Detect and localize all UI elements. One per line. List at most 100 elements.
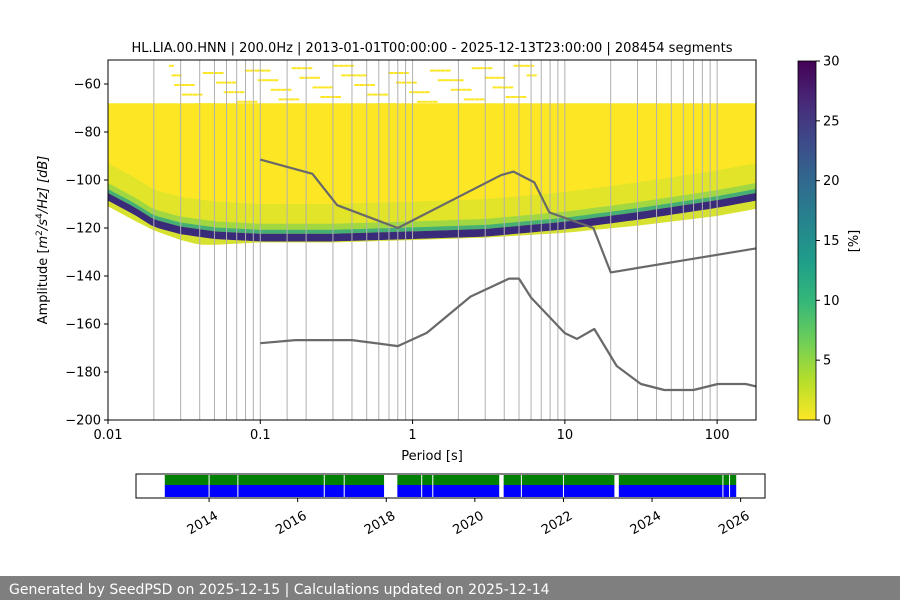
density-sparse-cell xyxy=(260,69,266,72)
availability-bar xyxy=(618,475,737,485)
density-sparse-cell xyxy=(356,74,362,77)
density-sparse-cell xyxy=(385,103,391,106)
density-sparse-cell xyxy=(411,81,417,84)
density-sparse-cell xyxy=(262,79,268,82)
density-sparse-cell xyxy=(268,79,274,82)
density-sparse-cell xyxy=(503,86,509,89)
density-sparse-cell xyxy=(249,69,255,72)
y-tick-label: −200 xyxy=(65,414,101,429)
density-sparse-cell xyxy=(307,67,313,70)
density-sparse-cell xyxy=(335,96,341,98)
density-sparse-cell xyxy=(215,81,221,84)
x-tick-label: 1 xyxy=(408,428,416,443)
density-sparse-cell xyxy=(320,96,326,98)
used-bar xyxy=(503,485,615,497)
density-sparse-cell xyxy=(440,69,446,72)
density-sparse-cell xyxy=(312,86,318,89)
density-sparse-cell xyxy=(341,74,347,77)
density-sparse-cell xyxy=(273,79,279,82)
density-sparse-cell xyxy=(226,81,232,84)
timeline-tick-label: 2024 xyxy=(628,509,664,539)
density-sparse-cell xyxy=(474,98,480,101)
density-sparse-cell xyxy=(414,91,420,94)
density-sparse-cell xyxy=(521,96,527,98)
density-sparse-cell xyxy=(239,91,245,94)
y-tick-label: −120 xyxy=(65,222,101,237)
density-sparse-cell xyxy=(242,100,248,103)
x-axis-label: Period [s] xyxy=(401,449,463,464)
density-sparse-cell xyxy=(432,100,438,103)
density-sparse-cell xyxy=(218,72,224,74)
chart-title: HL.LIA.00.HNN | 200.0Hz | 2013-01-01T00:… xyxy=(132,41,733,56)
y-tick-label: −180 xyxy=(65,366,101,381)
density-sparse-cell xyxy=(419,91,425,94)
density-sparse-cell xyxy=(518,64,524,67)
density-sparse-cell xyxy=(278,98,284,101)
density-sparse-cell xyxy=(296,67,302,70)
density-sparse-cell xyxy=(367,93,373,96)
y-axis-label: Amplitude [m2/s4/Hz] [dB] xyxy=(35,156,51,325)
density-sparse-cell xyxy=(208,72,214,74)
timeline-tick-label: 2022 xyxy=(539,509,575,539)
colorbar-tick-label: 15 xyxy=(823,234,840,249)
density-sparse-cell xyxy=(484,76,490,79)
density-sparse-cell xyxy=(231,81,237,84)
density-sparse-cell xyxy=(487,67,493,70)
y-axis-ticks: −60 −80 −100 −120 −140 −160 −180 −200 xyxy=(65,78,108,429)
y-tick-label: −80 xyxy=(74,126,101,141)
density-sparse-cell xyxy=(435,69,441,72)
density-sparse-cell xyxy=(275,88,281,91)
density-sparse-cell xyxy=(317,86,323,89)
density-sparse-cell xyxy=(406,81,412,84)
density-sparse-cell xyxy=(255,69,261,72)
timeline-tick-label: 2016 xyxy=(273,509,309,539)
density-gradient-high xyxy=(108,188,756,234)
density-sparse-cell xyxy=(427,100,433,103)
density-sparse-cell xyxy=(463,98,469,101)
density-sparse-cell xyxy=(302,67,308,70)
density-sparse-cell xyxy=(424,91,430,94)
density-sparse-cell xyxy=(202,72,208,74)
availability-bar xyxy=(397,475,500,485)
density-sparse-cell xyxy=(228,91,234,94)
density-sparse-cell xyxy=(448,79,454,82)
y-tick-label: −100 xyxy=(65,174,101,189)
timeline-tick-label: 2026 xyxy=(716,509,752,539)
density-sparse-cell xyxy=(409,91,415,94)
used-bar xyxy=(618,485,737,497)
x-tick-label: 0.1 xyxy=(250,428,271,443)
density-sparse-cell xyxy=(437,79,443,82)
density-sparse-cell xyxy=(205,103,211,106)
used-bar xyxy=(164,485,385,497)
density-sparse-cell xyxy=(469,98,475,101)
density-sparse-cell xyxy=(416,100,422,103)
density-sparse-cell xyxy=(281,88,287,91)
colorbar-tick-label: 20 xyxy=(823,174,840,189)
density-sparse-cell xyxy=(388,72,394,74)
density-sparse-cell xyxy=(380,103,386,106)
y-tick-label: −160 xyxy=(65,318,101,333)
density-sparse-cell xyxy=(505,96,511,98)
density-sparse-cell xyxy=(171,74,177,77)
density-sparse-cell xyxy=(181,93,187,96)
density-sparse-cell xyxy=(291,67,297,70)
density-sparse-cell xyxy=(362,74,368,77)
density-sparse-cell xyxy=(270,88,276,91)
density-sparse-cell xyxy=(236,100,242,103)
timeline-tick-label: 2020 xyxy=(451,509,487,539)
density-sparse-cell xyxy=(523,64,529,67)
density-sparse-cell xyxy=(174,84,180,86)
density-sparse-cell xyxy=(247,100,253,103)
density-sparse-cell xyxy=(492,86,498,89)
colorbar-ticks: 0 5 10 15 20 25 30 xyxy=(816,55,840,429)
density-sparse-cell xyxy=(529,64,535,67)
density-sparse-cell xyxy=(450,88,456,91)
density-sparse-cell xyxy=(315,76,321,79)
plot-area-frame xyxy=(107,59,757,421)
noise-model-curves xyxy=(260,158,756,392)
density-sparse-cell xyxy=(466,88,472,91)
colorbar-tick-label: 30 xyxy=(823,55,840,70)
used-bar xyxy=(397,485,500,497)
density-sparse-cell xyxy=(453,79,459,82)
